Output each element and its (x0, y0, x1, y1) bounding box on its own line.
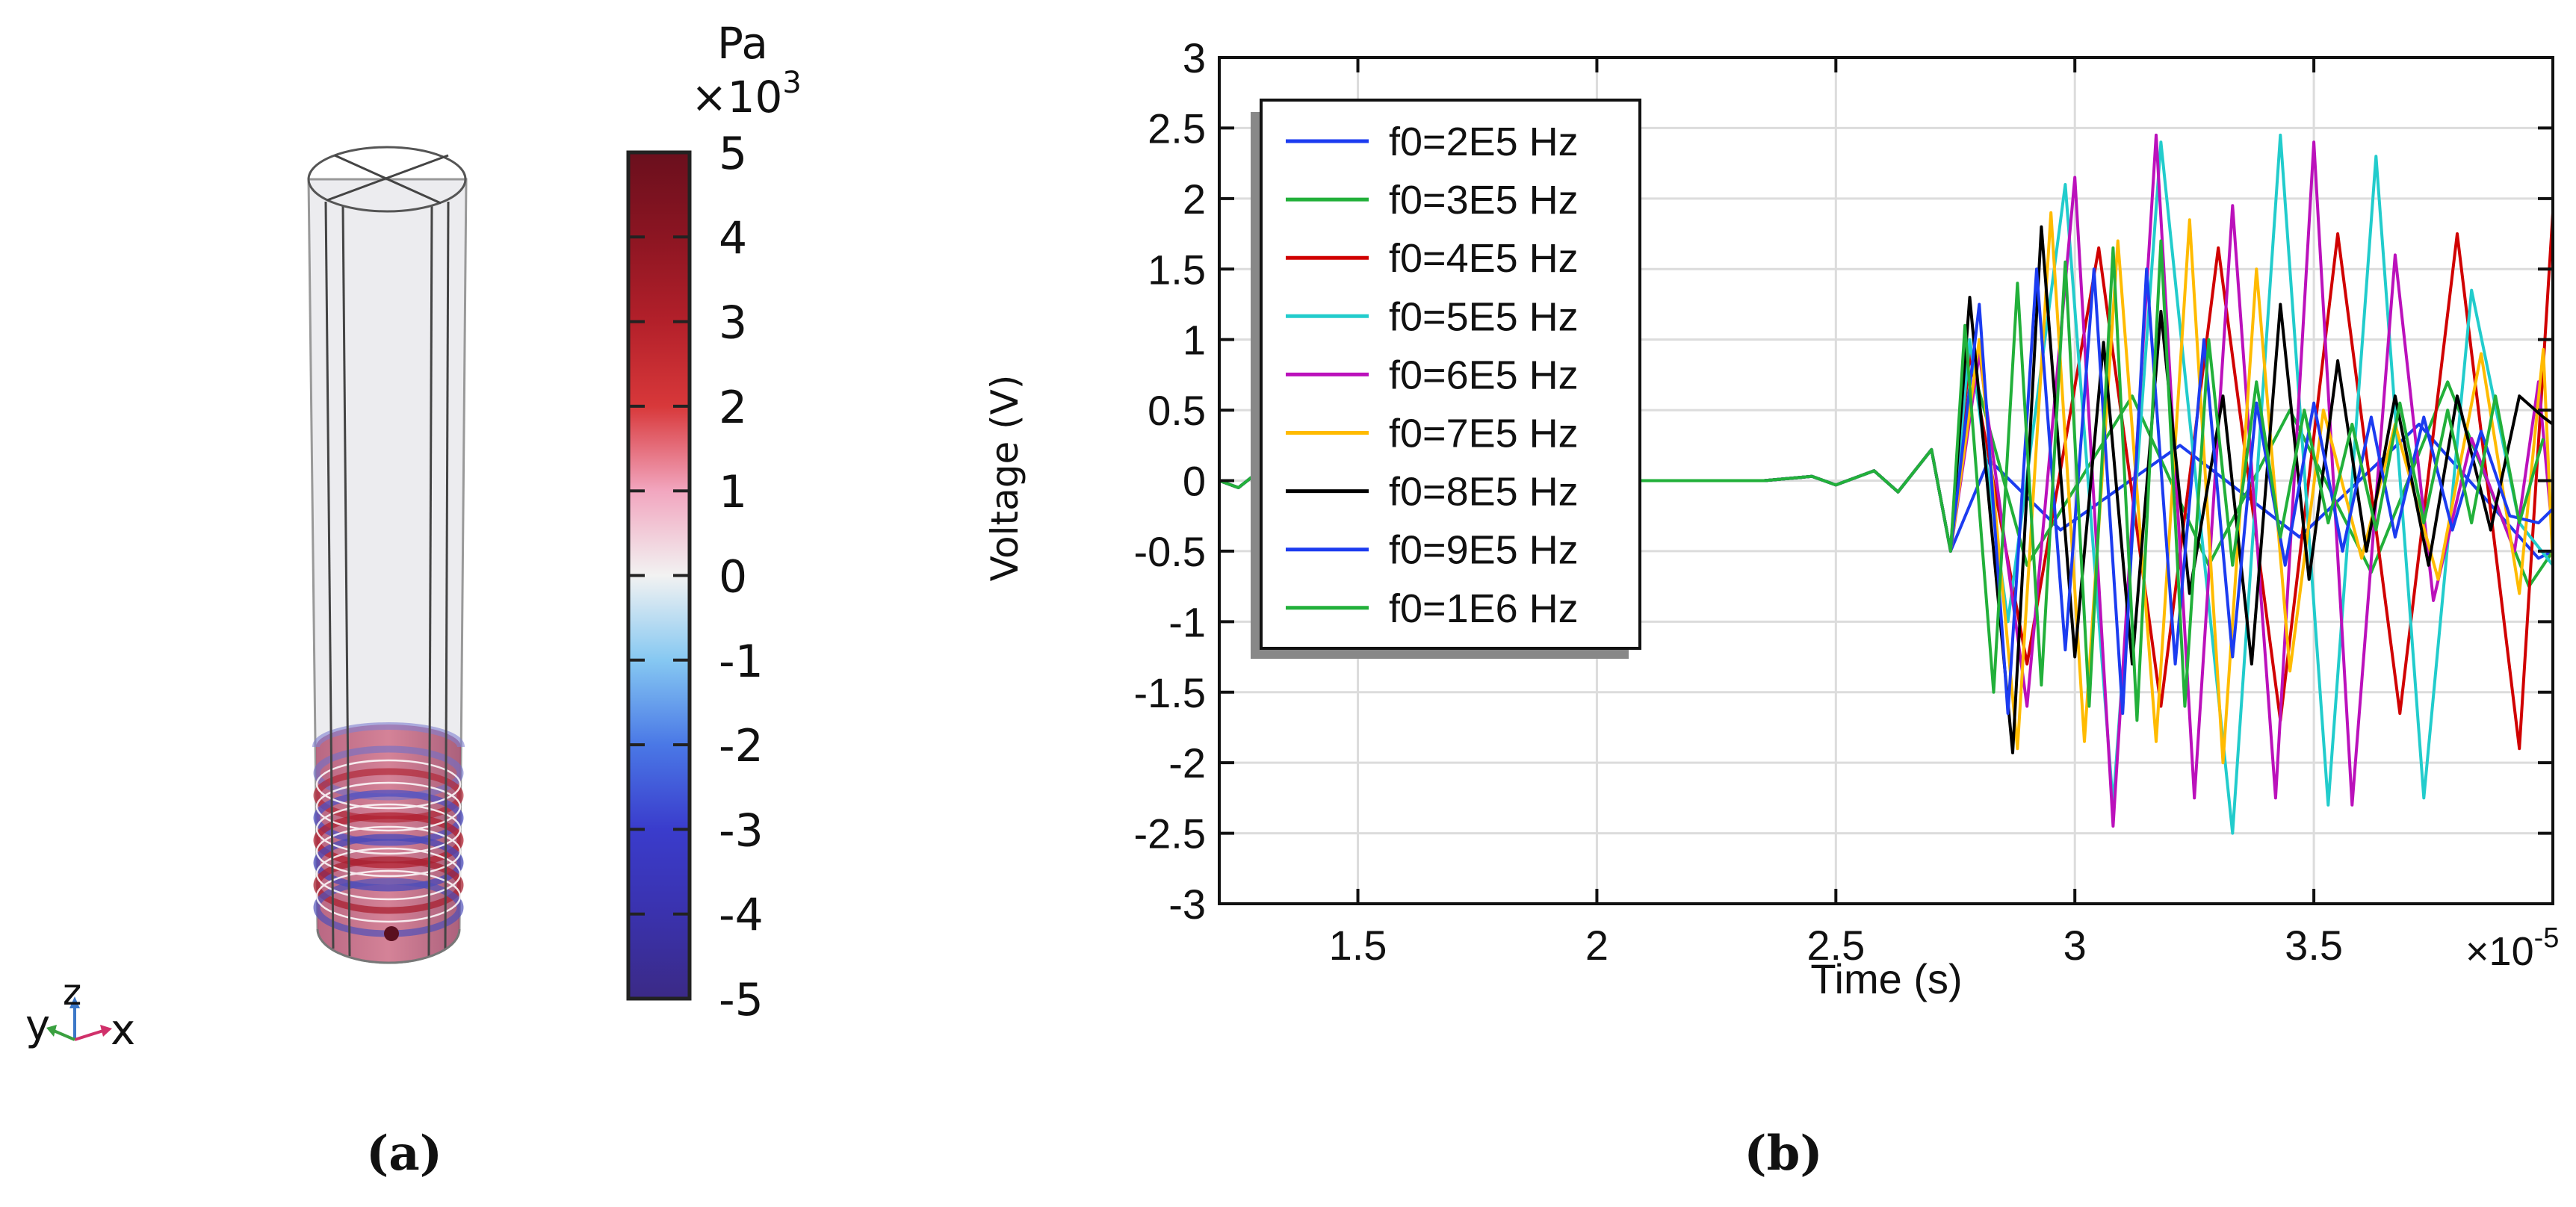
colorbar: Pa ×103 5 4 3 2 1 0 -1 -2 -3 -4 -5 (626, 18, 802, 1026)
x-axis-label: Time (s) (1810, 955, 1962, 1002)
y-tick-label: -2 (1168, 739, 1206, 786)
colorbar-tick-label: -3 (719, 804, 764, 857)
panel-b: 32.521.510.50-0.5-1-1.5-2-2.5-3 1.5 2 2.5 3… (983, 34, 2559, 1182)
triad-z-label: z (63, 972, 81, 1014)
legend: f0=2E5 Hz f0=3E5 Hz f0=4E5 Hz f0=5E5 Hz f0=6… (1251, 99, 1641, 659)
x-arrow-icon (100, 1025, 112, 1037)
y-tick-label: -1 (1168, 598, 1206, 645)
legend-label: f0=7E5 Hz (1389, 412, 1579, 456)
x-tick-label: 3.5 (2285, 922, 2343, 969)
colorbar-tick-label: 5 (719, 128, 747, 180)
colorbar-tick-label: -5 (719, 974, 764, 1026)
y-tick-label: 2 (1183, 176, 1206, 223)
colorbar-tick-label: 1 (719, 466, 747, 518)
colorbar-tick-label: 0 (719, 551, 747, 604)
x-tick-label: 2.5 (1806, 922, 1865, 969)
colorbar-tick-label: 3 (719, 297, 747, 350)
series-lines (1219, 133, 2553, 835)
panel-a: Pa ×103 5 4 3 2 1 0 -1 -2 -3 -4 -5 y z x (a) (25, 18, 802, 1182)
y-axis-label: Voltage (V) (983, 375, 1027, 582)
z-arrow-icon (69, 996, 80, 1008)
caption-b: (b) (1744, 1126, 1822, 1182)
legend-label: f0=1E6 Hz (1389, 586, 1579, 631)
y-tick-labels: 3 2.5 2 1.5 1 0.5 0 -0.5 -1 -1.5 -2 -2.5 -3 (1134, 34, 1207, 928)
y-tick-label: 3 (1183, 34, 1206, 81)
axis-ticks (1219, 56, 2553, 905)
colorbar-tick-label: 2 (719, 382, 747, 434)
colorbar-tick-label: -2 (719, 720, 764, 772)
legend-label: f0=9E5 Hz (1389, 528, 1579, 573)
legend-label: f0=4E5 Hz (1389, 236, 1579, 281)
series-line-f0-1e6-hz (1219, 239, 2545, 722)
x-tick-label: 3 (2063, 922, 2087, 969)
triad-x-label: x (111, 1006, 135, 1055)
y-tick-label: 1 (1183, 317, 1206, 364)
legend-label: f0=2E5 Hz (1389, 120, 1579, 164)
legend-label: f0=5E5 Hz (1389, 294, 1579, 339)
y-tick-label: -0.5 (1134, 528, 1207, 575)
caption-a: (a) (366, 1126, 442, 1182)
legend-label: f0=3E5 Hz (1389, 178, 1579, 223)
y-tick-label: -3 (1168, 881, 1206, 928)
x-tick-label: 2 (1585, 922, 1609, 969)
y-tick-label: 2.5 (1148, 105, 1206, 152)
legend-label: f0=8E5 Hz (1389, 470, 1579, 515)
x-multiplier: ×10-5 (2465, 922, 2559, 974)
cylinder-model (307, 146, 468, 964)
y-tick-label: -2.5 (1134, 810, 1207, 857)
y-tick-label: 0.5 (1148, 387, 1206, 434)
colorbar-tick-label: 4 (719, 212, 747, 264)
colorbar-tick-label: -4 (719, 890, 764, 942)
colorbar-unit: Pa (717, 18, 768, 69)
x-tick-label: 1.5 (1329, 922, 1387, 969)
y-tick-label: -1.5 (1134, 669, 1207, 716)
x-tick-labels: 1.5 2 2.5 3 3.5 (1329, 922, 2343, 969)
triad-y-label: y (25, 1002, 50, 1050)
y-arrow-icon (46, 1025, 57, 1037)
pressure-stripes (313, 745, 464, 937)
source-point (384, 926, 399, 941)
legend-label: f0=6E5 Hz (1389, 353, 1579, 397)
colorbar-tick-label: -1 (719, 636, 764, 688)
y-tick-label: 1.5 (1148, 246, 1206, 293)
axis-triad: y z x (25, 972, 135, 1055)
colorbar-multiplier: ×103 (691, 66, 802, 122)
y-tick-label: 0 (1183, 458, 1206, 505)
